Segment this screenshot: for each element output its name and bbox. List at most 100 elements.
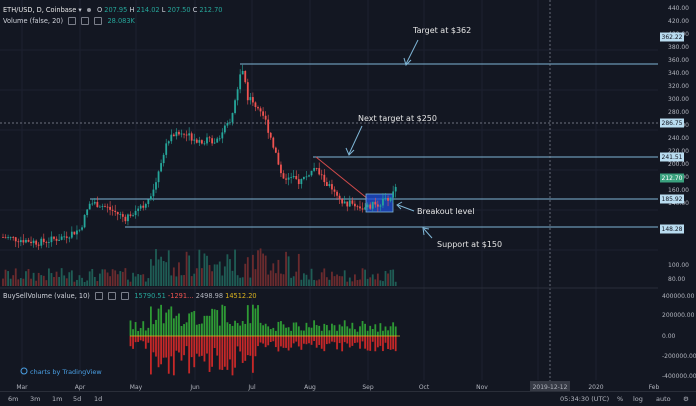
utc-clock[interactable]: 05:34:30 (UTC)	[560, 395, 610, 403]
buy-volume-bar	[244, 323, 247, 336]
volume-bar	[262, 253, 264, 286]
settings-icon	[108, 292, 117, 300]
volume-bar	[165, 262, 168, 286]
volume-bar	[361, 268, 364, 286]
candle-body	[249, 97, 252, 101]
candle-body	[134, 210, 137, 216]
range-1m[interactable]: 1m	[52, 395, 63, 403]
buy-volume-bar	[193, 311, 196, 336]
volume-bar	[318, 279, 321, 286]
volume-bar	[354, 274, 356, 286]
symbol-title[interactable]: ETH/USD, D, Coinbase	[3, 6, 77, 14]
sell-volume-bar	[282, 336, 285, 348]
price-tag-t212: 212.70	[662, 175, 683, 182]
candle-body	[310, 170, 313, 176]
candle-body	[53, 236, 55, 239]
volume-bar	[338, 276, 341, 286]
volume-legend[interactable]: Volume (false, 20) 28.083K	[3, 17, 135, 25]
candle-body	[264, 115, 267, 120]
chart-area[interactable]: Target at $362 Next target at $250 Break…	[0, 0, 696, 391]
candle-body	[241, 70, 244, 75]
buy-volume-bar	[147, 327, 150, 336]
volume-bar	[172, 267, 175, 286]
sell-volume-bar	[170, 336, 173, 357]
buy-volume-bar	[303, 330, 305, 336]
auto-toggle[interactable]: auto	[656, 395, 671, 403]
price-axis-label: 360.00	[668, 57, 689, 64]
price-tags: 362.22 286.75 241.51 212.70 185.92 148.28	[660, 32, 684, 234]
sell-volume-bar	[257, 336, 259, 347]
range-6m[interactable]: 6m	[8, 395, 19, 403]
sell-volume-bar	[241, 336, 244, 363]
settings-gear-icon[interactable]: ⚙	[683, 395, 689, 403]
sell-volume-bar	[346, 336, 349, 344]
percent-toggle[interactable]: %	[617, 395, 624, 403]
arrow-support	[423, 228, 433, 239]
sell-volume-bar	[132, 336, 134, 349]
range-3m[interactable]: 3m	[30, 395, 41, 403]
buy-volume-bar	[356, 331, 359, 336]
buy-volume-bar	[272, 327, 275, 336]
volume-bar	[68, 272, 71, 286]
volume-bar	[277, 259, 280, 286]
volume-bar	[109, 276, 111, 286]
volume-bar	[236, 275, 239, 286]
volume-bar	[369, 277, 372, 286]
candle-body	[25, 239, 27, 243]
buy-volume-bar	[282, 324, 285, 336]
volume-bar	[2, 278, 4, 286]
candle-body	[331, 184, 333, 190]
candle-body	[239, 74, 242, 90]
sell-volume-bar	[223, 336, 226, 367]
volume-bar	[313, 279, 315, 286]
candle-body	[285, 178, 287, 180]
volume-bar	[96, 281, 99, 286]
range-1d[interactable]: 1d	[94, 395, 103, 403]
tradingview-watermark[interactable]: charts by TradingView	[20, 367, 102, 376]
volume-bar	[226, 254, 229, 286]
buy-volume-bar	[129, 320, 132, 336]
buy-volume-bar	[155, 319, 157, 336]
volume-bar	[346, 281, 349, 286]
candle-body	[65, 236, 68, 238]
buy-volume-bar	[137, 330, 140, 336]
price-axis-label: 320.00	[668, 83, 689, 90]
sell-volume-bar	[336, 336, 338, 350]
sell-volume-bar	[185, 336, 188, 347]
candle-body	[70, 231, 73, 238]
volume-bar	[63, 275, 66, 286]
indicator-legend[interactable]: BuySellVolume (value, 10) 15790.51 -1291…	[3, 292, 257, 300]
sell-volume-bar	[297, 336, 300, 347]
volume-value: 28.083K	[107, 17, 135, 25]
price-tag-bg	[660, 152, 684, 162]
sell-volume-bar	[320, 336, 323, 349]
buy-volume-bar	[185, 322, 188, 336]
candle-body	[394, 186, 397, 192]
buy-volume-bar	[139, 328, 142, 336]
status-dot-icon	[86, 8, 91, 12]
symbol-caret-icon[interactable]: ▾	[78, 6, 82, 14]
candle-body	[213, 142, 216, 144]
candle-body	[183, 133, 185, 135]
buy-volume-bar	[325, 325, 328, 336]
volume-bar	[308, 279, 310, 286]
log-toggle[interactable]: log	[633, 395, 643, 403]
sell-volume-bar	[208, 336, 211, 372]
candle-body	[99, 206, 101, 208]
tradingview-logo-icon	[20, 367, 28, 375]
candle-body	[42, 238, 45, 243]
volume-bar	[150, 259, 152, 286]
candle-body	[216, 138, 219, 143]
sell-volume-bar	[231, 336, 234, 376]
buy-volume-bar	[290, 330, 293, 336]
sell-volume-bar	[249, 336, 252, 356]
buy-volume-bar	[257, 305, 259, 336]
annotation-target: Target at $362	[412, 26, 471, 35]
volume-bar	[180, 275, 183, 286]
range-5d[interactable]: 5d	[73, 395, 82, 403]
buy-volume-bar	[297, 326, 300, 336]
sell-volume-bar	[234, 336, 236, 368]
candle-body	[129, 214, 132, 216]
time-axis[interactable]: Mar Apr May Jun Jul Aug Sep Oct Nov 2020 Feb	[16, 384, 659, 391]
indicator-axis[interactable]: 400000.00 200000.00 0.00 -200000.00 -400000.…	[662, 293, 696, 380]
